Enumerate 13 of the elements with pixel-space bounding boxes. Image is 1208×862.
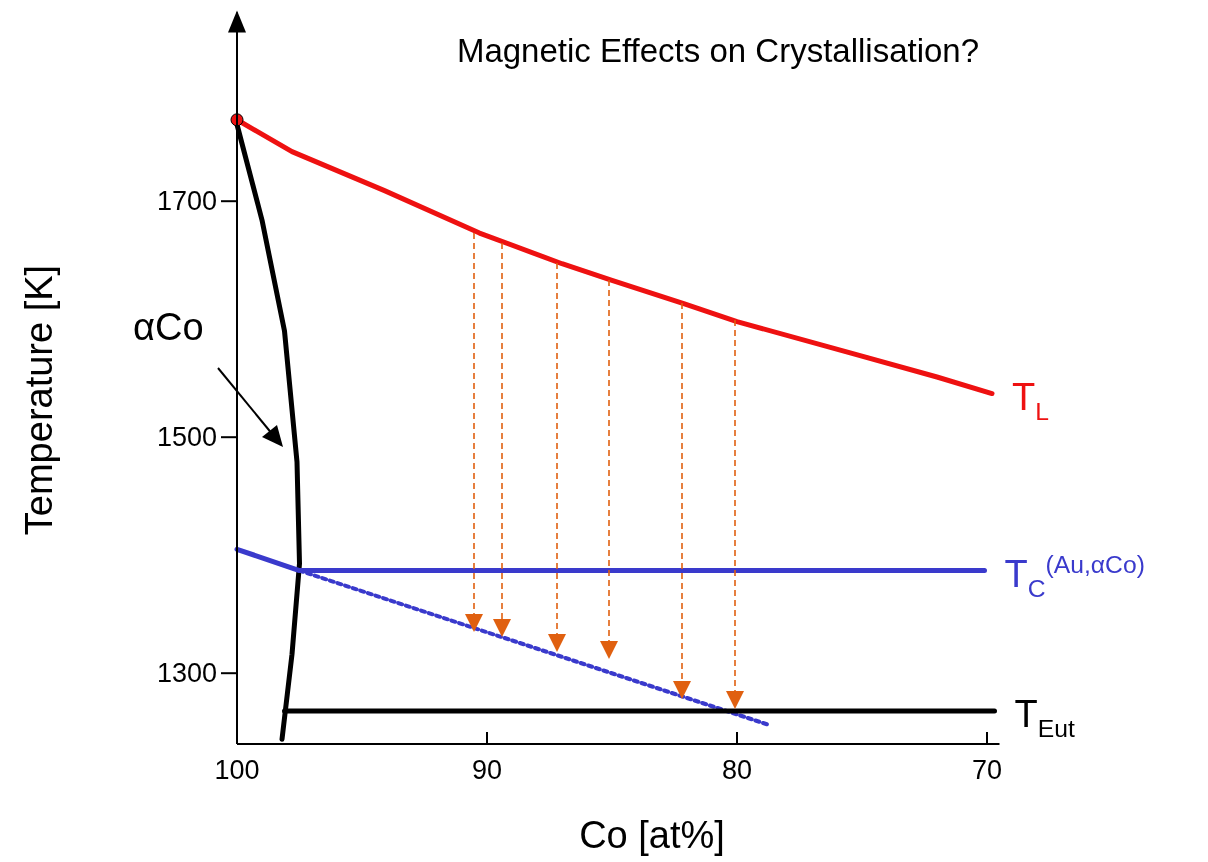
x-tick-label: 100 — [214, 755, 260, 785]
y-tick-label: 1300 — [156, 658, 217, 689]
y-tick-label: 1500 — [156, 422, 217, 453]
x-tick-label: 80 — [721, 755, 753, 785]
text: Magnetic Effects on Crystallisation? — [456, 32, 980, 69]
y-axis-title: Temperature [K] — [18, 264, 60, 536]
x-tick-label: 90 — [471, 755, 503, 785]
y-tick-label: 1700 — [156, 186, 217, 217]
x-tick-label: 70 — [971, 755, 1003, 785]
text: αCo — [133, 306, 204, 348]
series-label: T$_{L}$ — [1012, 375, 1049, 425]
x-axis-title: Co [at%] — [579, 814, 725, 856]
legend-label: T$_{Eut}$ — [1014, 692, 1075, 742]
